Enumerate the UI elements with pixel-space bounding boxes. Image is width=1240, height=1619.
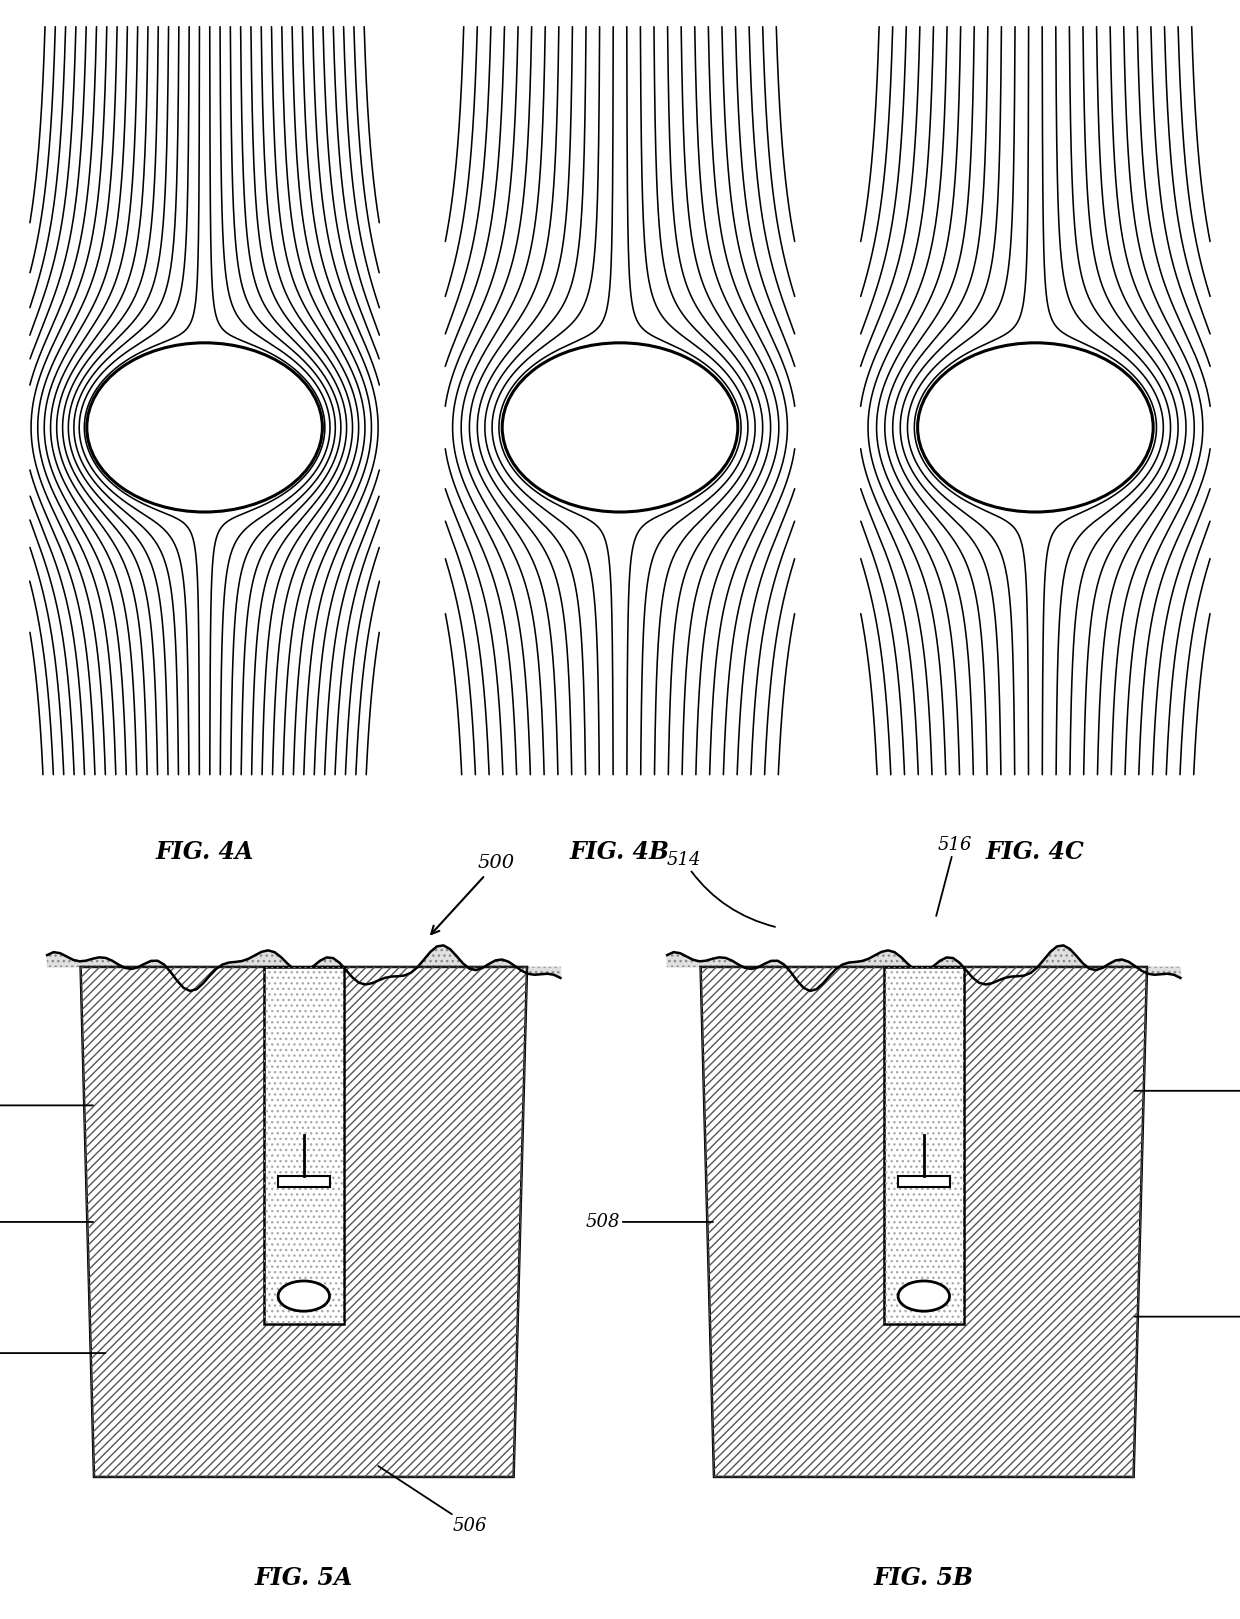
Bar: [884, 967, 963, 1324]
Circle shape: [898, 1281, 950, 1311]
Text: 510: 510: [1135, 1081, 1240, 1099]
Bar: [264, 967, 343, 1324]
Text: 506: 506: [378, 1467, 487, 1535]
Bar: [264, 967, 343, 1324]
Polygon shape: [701, 967, 1147, 1477]
Circle shape: [87, 343, 322, 512]
Text: FIG. 5B: FIG. 5B: [874, 1566, 973, 1590]
Text: FIG. 4B: FIG. 4B: [570, 840, 670, 865]
Text: 508: 508: [585, 1213, 713, 1230]
Text: 516: 516: [936, 835, 972, 916]
Bar: [278, 1175, 330, 1187]
Text: FIG. 4A: FIG. 4A: [155, 840, 254, 865]
Polygon shape: [667, 945, 1180, 991]
Circle shape: [278, 1281, 330, 1311]
Text: 514: 514: [666, 850, 775, 926]
Text: FIG. 4C: FIG. 4C: [986, 840, 1085, 865]
Polygon shape: [81, 967, 527, 1477]
Circle shape: [918, 343, 1153, 512]
Text: 500: 500: [432, 855, 515, 934]
Text: 502: 502: [0, 1213, 93, 1230]
Text: 504: 504: [0, 1344, 105, 1362]
Circle shape: [502, 343, 738, 512]
Text: 500: 500: [0, 1096, 93, 1114]
Bar: [884, 967, 963, 1324]
Text: 512: 512: [1135, 1308, 1240, 1326]
Bar: [898, 1175, 950, 1187]
Text: FIG. 5A: FIG. 5A: [254, 1566, 353, 1590]
Polygon shape: [47, 945, 560, 991]
